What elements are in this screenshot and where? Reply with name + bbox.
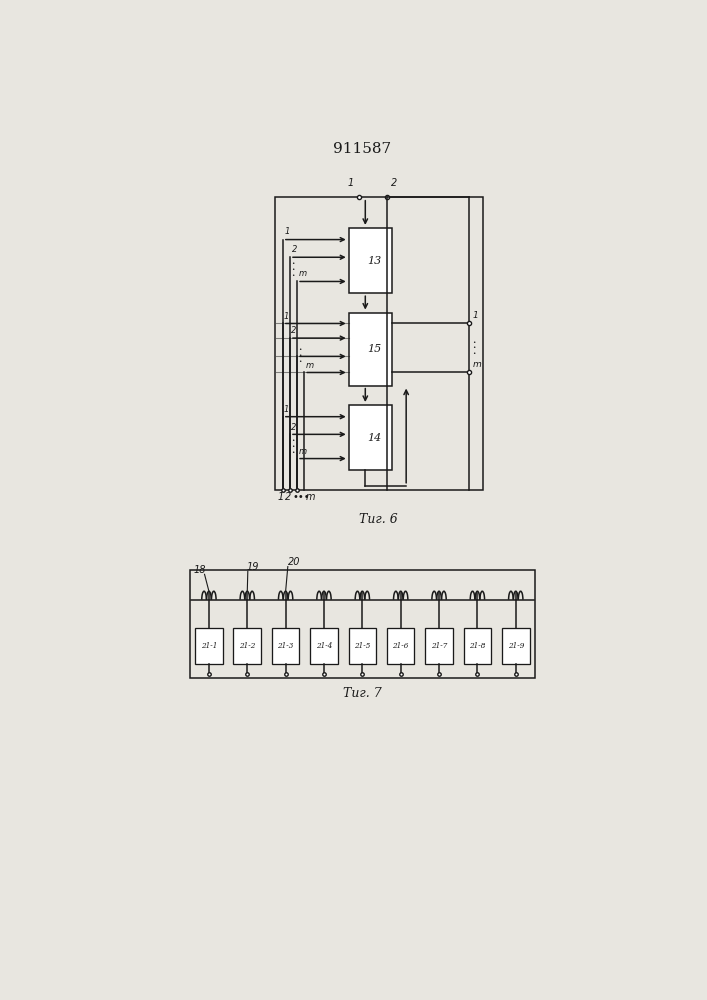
Text: •
•
•: • • • <box>298 347 302 364</box>
Bar <box>275 197 483 490</box>
Text: 2: 2 <box>291 326 296 335</box>
Text: •
•
•: • • • <box>291 438 295 455</box>
Text: 21-3: 21-3 <box>277 642 294 650</box>
Text: 21-8: 21-8 <box>469 642 486 650</box>
Text: Τиг. 7: Τиг. 7 <box>343 687 382 700</box>
Bar <box>387 628 414 664</box>
Text: 20: 20 <box>288 557 301 567</box>
Text: m: m <box>305 361 313 370</box>
Text: 1: 1 <box>348 178 354 188</box>
Text: 1: 1 <box>284 227 290 236</box>
Text: •
•
•: • • • <box>291 261 295 278</box>
Text: m: m <box>299 269 307 278</box>
Bar <box>349 405 392 470</box>
Text: 21-4: 21-4 <box>316 642 332 650</box>
Text: 21-7: 21-7 <box>431 642 448 650</box>
Text: 2: 2 <box>285 492 291 502</box>
Text: 21-1: 21-1 <box>201 642 217 650</box>
Bar <box>502 628 530 664</box>
Bar <box>233 628 261 664</box>
Bar <box>189 570 535 678</box>
Bar <box>425 628 453 664</box>
Text: 18: 18 <box>194 565 206 575</box>
Text: 2: 2 <box>291 423 296 432</box>
Text: 14: 14 <box>367 433 381 443</box>
Bar <box>195 628 223 664</box>
Text: m: m <box>473 360 481 369</box>
Bar <box>310 628 338 664</box>
Bar <box>349 628 376 664</box>
Text: 13: 13 <box>367 256 381 266</box>
Bar <box>349 228 392 293</box>
Text: m: m <box>305 492 315 502</box>
Text: Τиг. 6: Τиг. 6 <box>359 513 398 526</box>
Bar <box>464 628 491 664</box>
Text: 21-9: 21-9 <box>508 642 524 650</box>
Bar <box>271 628 300 664</box>
Bar <box>349 312 392 386</box>
Text: 15: 15 <box>367 344 381 354</box>
Text: 1: 1 <box>284 405 289 414</box>
Text: 2: 2 <box>292 245 297 254</box>
Text: 1: 1 <box>284 312 289 321</box>
Text: 911587: 911587 <box>333 142 392 156</box>
Text: 1: 1 <box>473 311 479 320</box>
Text: 2: 2 <box>392 178 397 188</box>
Text: •
•
•: • • • <box>472 340 475 356</box>
Text: 21-2: 21-2 <box>239 642 255 650</box>
Text: m: m <box>298 447 306 456</box>
Text: 19: 19 <box>246 562 259 572</box>
Text: 21-5: 21-5 <box>354 642 370 650</box>
Text: 21-6: 21-6 <box>392 642 409 650</box>
Text: 1: 1 <box>277 492 284 502</box>
Text: •••: ••• <box>292 492 310 502</box>
